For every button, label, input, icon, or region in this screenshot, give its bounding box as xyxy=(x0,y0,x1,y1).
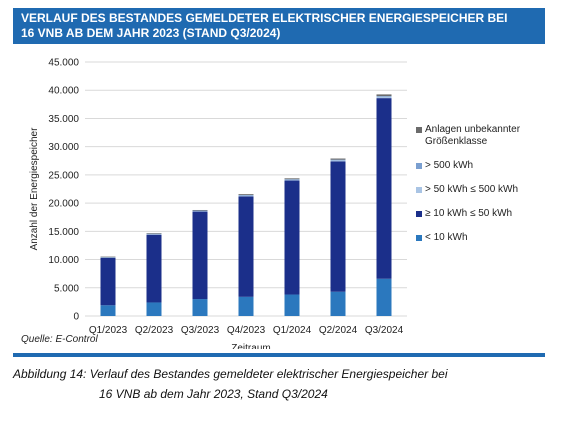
bar-segment xyxy=(192,211,208,300)
y-tick-label: 45.000 xyxy=(48,58,79,69)
bar-segment xyxy=(330,158,346,160)
y-tick-label: 40.000 xyxy=(48,86,79,97)
y-tick-label: 25.000 xyxy=(48,170,79,181)
legend-item: < 10 kWh xyxy=(416,232,556,244)
legend-swatch xyxy=(416,127,422,133)
caption-line-1: Abbildung 14: Verlauf des Bestandes geme… xyxy=(13,367,448,381)
bar-segment xyxy=(238,196,254,297)
bar-segment xyxy=(376,98,392,279)
legend-item: ≥ 10 kWh ≤ 50 kWh xyxy=(416,208,556,220)
bar-segment xyxy=(238,194,254,196)
legend-label: ≥ 10 kWh ≤ 50 kWh xyxy=(425,208,513,219)
legend-swatch xyxy=(416,235,422,241)
bar-segment xyxy=(238,296,254,316)
legend-item: Anlagen unbekannter Größenklasse xyxy=(416,124,556,148)
bar-segment xyxy=(376,94,392,97)
x-tick-label: Q2/2024 xyxy=(319,325,358,336)
y-tick-label: 35.000 xyxy=(48,114,79,125)
source-note: Quelle: E-Control xyxy=(21,334,98,345)
bar-segment xyxy=(100,257,116,306)
bar-segment xyxy=(284,178,300,180)
legend-label: < 10 kWh xyxy=(425,232,468,243)
y-tick-label: 5.000 xyxy=(54,283,79,294)
legend-item: > 50 kWh ≤ 500 kWh xyxy=(416,184,556,196)
stacked-bar-chart: 0 5.000 10.000 15.000 20.000 25.000 30.000 35.0… xyxy=(29,58,407,349)
chart-figure: VERLAUF DES BESTANDES GEMELDETER ELEKTRI… xyxy=(13,8,545,357)
figure-caption: Abbildung 14: Verlauf des Bestandes geme… xyxy=(13,364,558,404)
y-tick-label: 30.000 xyxy=(48,142,79,153)
bar-segment xyxy=(284,294,300,316)
legend-swatch xyxy=(416,163,422,169)
bar-segment xyxy=(100,256,116,258)
bar-segment xyxy=(146,233,162,235)
bar-segment xyxy=(100,257,116,258)
x-axis-title: Zeitraum xyxy=(231,343,270,349)
y-tick-label: 20.000 xyxy=(48,199,79,210)
bar-segment xyxy=(146,302,162,316)
bar-segment xyxy=(192,209,208,211)
legend-swatch xyxy=(416,187,422,193)
bar-segment xyxy=(284,179,300,181)
bar-segment xyxy=(192,299,208,316)
bar-segment xyxy=(330,161,346,292)
bar-segment xyxy=(146,233,162,235)
bar-segment xyxy=(146,233,162,234)
bar-segment xyxy=(330,159,346,161)
chart-title-line-2: 16 VNB AB DEM JAHR 2023 (STAND Q3/2024) xyxy=(21,26,281,40)
caption-line-2: 16 VNB ab dem Jahr 2023, Stand Q3/2024 xyxy=(99,387,328,401)
chart-legend: Anlagen unbekannter Größenklasse > 500 kW… xyxy=(416,124,556,256)
bar-segment xyxy=(330,159,346,162)
bar-segment xyxy=(376,96,392,97)
bar-segment xyxy=(284,179,300,180)
legend-label: > 500 kWh xyxy=(425,160,474,171)
legend-swatch xyxy=(416,211,422,217)
bar-segment xyxy=(100,305,116,316)
chart-title: VERLAUF DES BESTANDES GEMELDETER ELEKTRI… xyxy=(13,8,545,44)
y-tick-label: 10.000 xyxy=(48,255,79,266)
y-tick-label: 0 xyxy=(73,312,79,323)
chart-title-line-1: VERLAUF DES BESTANDES GEMELDETER ELEKTRI… xyxy=(21,11,508,25)
bottom-rule xyxy=(13,353,545,357)
bar-segment xyxy=(330,291,346,316)
x-tick-label: Q1/2024 xyxy=(273,325,312,336)
legend-item: > 500 kWh xyxy=(416,160,556,172)
legend-label: > 50 kWh ≤ 500 kWh xyxy=(425,184,519,195)
legend-label: Anlagen unbekannter Größenklasse xyxy=(425,124,521,147)
x-tick-label: Q3/2023 xyxy=(181,325,220,336)
bar-segment xyxy=(238,194,254,195)
bar-segment xyxy=(192,210,208,212)
y-axis-title: Anzahl der Energiespeicher xyxy=(29,127,40,251)
bar-segment xyxy=(376,96,392,99)
bar-segment xyxy=(284,180,300,295)
x-tick-label: Q2/2023 xyxy=(135,325,174,336)
x-tick-label: Q3/2024 xyxy=(365,325,404,336)
bar-segment xyxy=(192,210,208,212)
x-tick-label: Q1/2023 xyxy=(89,325,128,336)
bar-segment xyxy=(238,195,254,197)
bar-segment xyxy=(376,278,392,316)
x-tick-label: Q4/2023 xyxy=(227,325,266,336)
y-tick-label: 15.000 xyxy=(48,227,79,238)
bar-segment xyxy=(146,234,162,303)
